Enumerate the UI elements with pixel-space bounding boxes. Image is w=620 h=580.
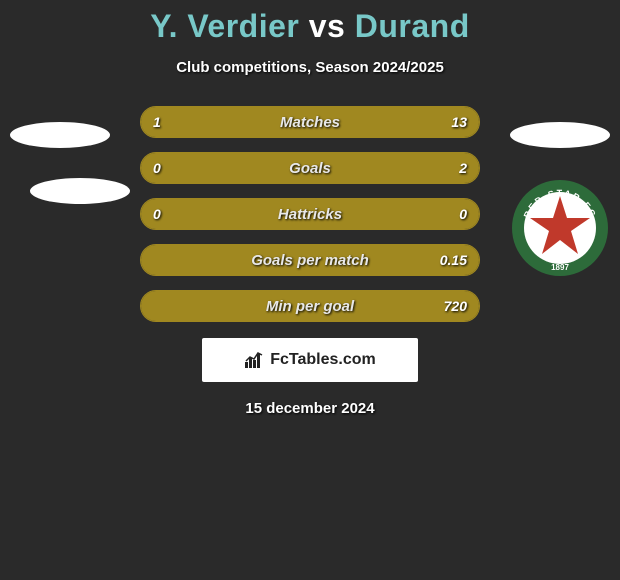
- title-vs: vs: [309, 8, 346, 44]
- player1-name: Y. Verdier: [150, 8, 299, 44]
- stat-row: 0 Hattricks 0: [140, 198, 480, 230]
- stat-label: Min per goal: [141, 291, 479, 321]
- stat-value-right: 2: [459, 153, 467, 183]
- stat-value-right: 720: [444, 291, 467, 321]
- date-label: 15 december 2024: [0, 400, 620, 417]
- placeholder-icon: [10, 122, 110, 148]
- comparison-title: Y. Verdier vs Durand: [0, 0, 620, 45]
- bar-chart-icon: [244, 350, 264, 370]
- brand-badge: FcTables.com: [202, 338, 418, 382]
- stat-label: Matches: [141, 107, 479, 137]
- stat-value-right: 0.15: [440, 245, 467, 275]
- svg-text:1897: 1897: [551, 263, 569, 272]
- stat-value-right: 13: [451, 107, 467, 137]
- left-club-badge: [10, 118, 110, 218]
- red-star-fc-logo-icon: RED STAR FC 1897: [510, 178, 610, 278]
- right-club-badge: RED STAR FC 1897: [510, 118, 610, 218]
- season-subtitle: Club competitions, Season 2024/2025: [0, 59, 620, 76]
- stat-label: Hattricks: [141, 199, 479, 229]
- stat-row: Min per goal 720: [140, 290, 480, 322]
- stat-row: 0 Goals 2: [140, 152, 480, 184]
- brand-text: FcTables.com: [270, 351, 376, 369]
- placeholder-icon: [30, 178, 130, 204]
- player2-name: Durand: [355, 8, 470, 44]
- stat-row: 1 Matches 13: [140, 106, 480, 138]
- stat-label: Goals per match: [141, 245, 479, 275]
- stat-value-right: 0: [459, 199, 467, 229]
- placeholder-icon: [510, 122, 610, 148]
- stat-label: Goals: [141, 153, 479, 183]
- stats-container: 1 Matches 13 0 Goals 2 0 Hattricks 0 Goa…: [140, 106, 480, 322]
- stat-row: Goals per match 0.15: [140, 244, 480, 276]
